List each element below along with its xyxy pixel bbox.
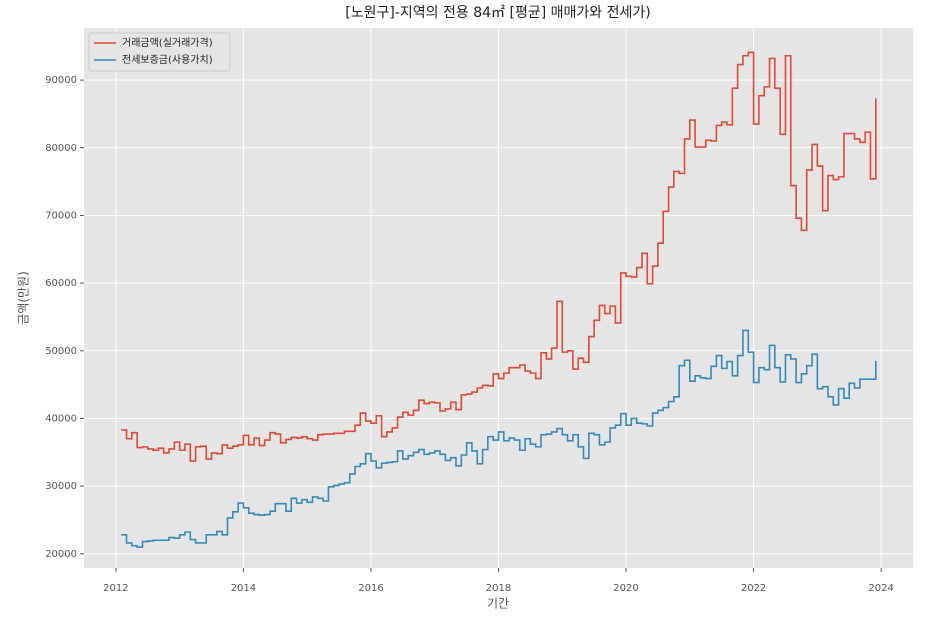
y-tick-label: 20000 xyxy=(45,549,77,560)
chart-title: [노원구]-지역의 전용 84㎡ [평균] 매매가와 전세가) xyxy=(345,5,650,21)
y-tick-label: 40000 xyxy=(45,413,77,424)
y-tick-label: 30000 xyxy=(45,481,77,492)
legend-label: 거래금액(실거래가격) xyxy=(122,36,213,49)
legend: 거래금액(실거래가격) 전세보증금(사용가치) xyxy=(88,32,231,72)
x-tick-label: 2020 xyxy=(613,583,638,594)
y-tick-label: 90000 xyxy=(45,75,77,86)
x-tick-label: 2016 xyxy=(358,583,383,594)
series-line xyxy=(121,51,877,462)
y-axis-label: 금액(만원) xyxy=(17,271,31,325)
y-tick-label: 60000 xyxy=(45,278,77,289)
x-tick-label: 2022 xyxy=(741,583,766,594)
x-tick-label: 2024 xyxy=(868,583,893,594)
x-tick-label: 2012 xyxy=(103,583,128,594)
y-tick-label: 70000 xyxy=(45,210,77,221)
y-tick-label: 80000 xyxy=(45,143,77,154)
x-axis-label: 기간 xyxy=(487,597,509,611)
x-tick-label: 2018 xyxy=(486,583,511,594)
legend-label: 전세보증금(사용가치) xyxy=(122,54,213,66)
series-line xyxy=(121,329,877,548)
x-tick-label: 2014 xyxy=(231,583,256,594)
y-tick-label: 50000 xyxy=(45,346,77,357)
legend-box xyxy=(88,32,231,72)
